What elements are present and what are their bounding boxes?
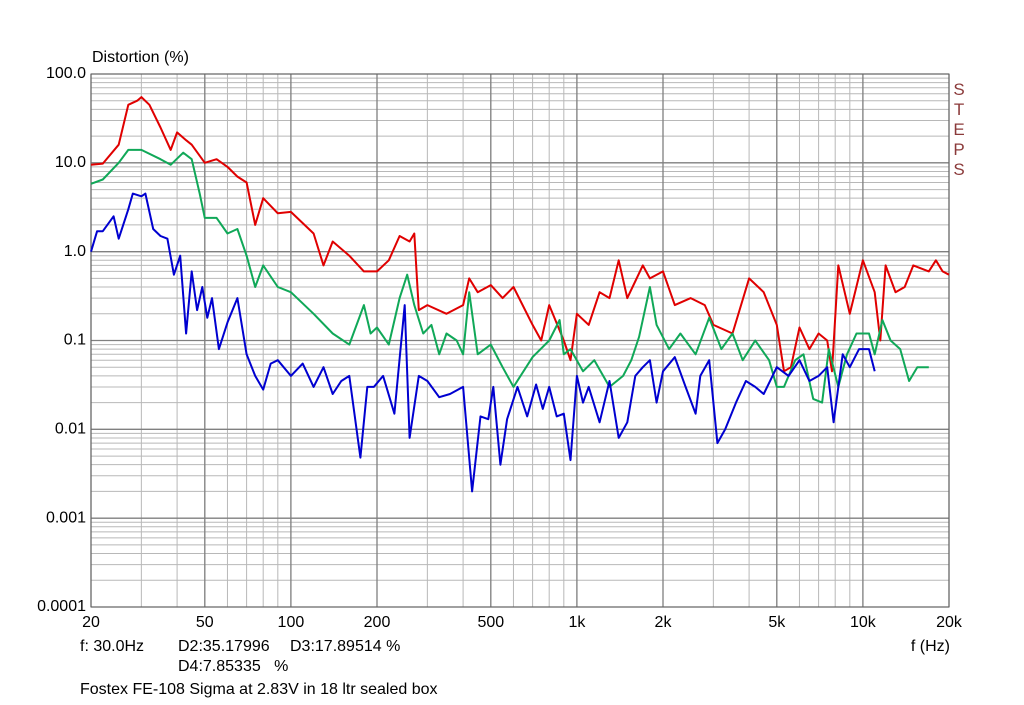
y-tick-label: 1.0 [64, 243, 86, 260]
x-tick-label: 200 [364, 614, 391, 631]
x-tick-label: 10k [850, 614, 877, 631]
y-tick-label: 0.1 [64, 332, 86, 349]
y-tick-label: 0.001 [46, 509, 86, 526]
readout-d3: D3:17.89514 % [290, 638, 400, 655]
x-tick-label: 50 [196, 614, 214, 631]
y-tick-label: 10.0 [55, 154, 86, 171]
x-tick-label: 500 [477, 614, 504, 631]
y-tick-label: 100.0 [46, 65, 86, 82]
x-tick-label: 1k [568, 614, 586, 631]
data-line [90, 148, 929, 404]
data-line [90, 192, 876, 493]
brand: STEPS [950, 80, 969, 180]
chart-title: Distortion (%) [92, 49, 189, 66]
readout-d2: D2:35.17996 [178, 638, 270, 655]
readout-d4: D4:7.85335 % [178, 658, 288, 675]
x-tick-label: 2k [655, 614, 673, 631]
plot-border [90, 73, 950, 608]
x-axis-label: f (Hz) [911, 638, 950, 655]
x-tick-label: 20 [82, 614, 100, 631]
readout-frequency: f: 30.0Hz [80, 638, 144, 655]
caption: Fostex FE-108 Sigma at 2.83V in 18 ltr s… [80, 681, 438, 698]
y-tick-label: 0.01 [55, 421, 86, 438]
x-tick-label: 100 [278, 614, 305, 631]
x-tick-label: 5k [768, 614, 786, 631]
x-tick-label: 20k [936, 614, 963, 631]
y-tick-label: 0.0001 [37, 598, 86, 615]
